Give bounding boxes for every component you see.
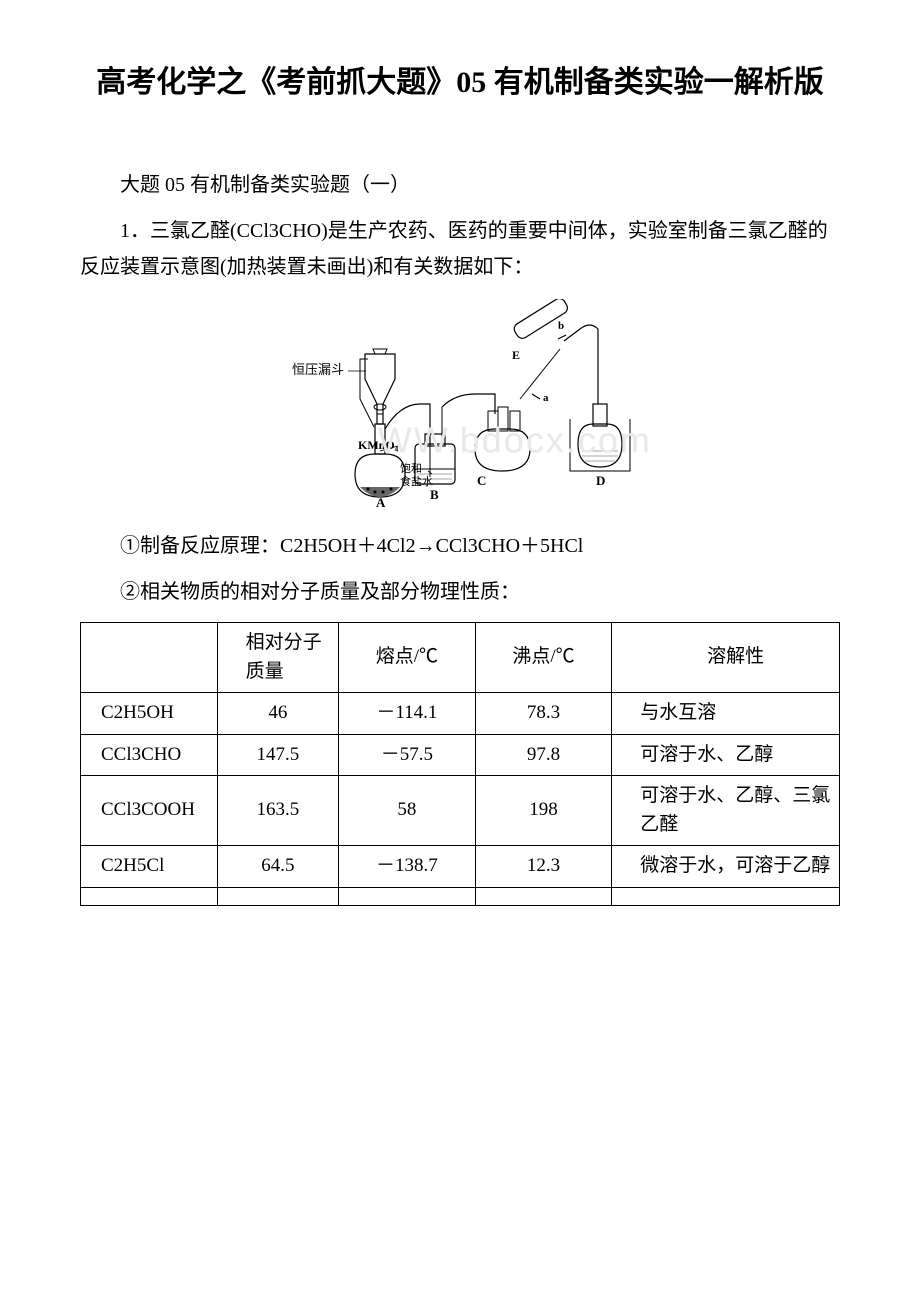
label-kmno4: KMnO₄ (358, 438, 399, 452)
label-b-small: b (558, 320, 564, 332)
cell-sol: 可溶于水、乙醇 (612, 734, 840, 776)
cell-mass: 46 (217, 693, 338, 735)
apparatus-svg: 恒压漏斗 KMnO₄ 饱和 食盐水 A B C D E a b (280, 299, 640, 509)
header-mass: 相对分子质量 (217, 623, 338, 693)
cell-bp: 12.3 (475, 846, 612, 888)
header-bp: 沸点/℃ (475, 623, 612, 693)
header-mp: 熔点/℃ (339, 623, 476, 693)
flask-a (355, 424, 405, 497)
table-row: CCl3COOH 163.5 58 198 可溶于水、乙醇、三氯乙醛 (81, 776, 840, 846)
tube-b-c (442, 394, 495, 414)
label-a-big: A (376, 495, 386, 509)
cell-sol: 可溶于水、乙醇、三氯乙醛 (612, 776, 840, 846)
label-b-big: B (430, 487, 439, 502)
cell-mp: －138.7 (339, 846, 476, 888)
header-empty (81, 623, 218, 693)
cell-bp: 78.3 (475, 693, 612, 735)
table-row: C2H5Cl 64.5 －138.7 12.3 微溶于水，可溶于乙醇 (81, 846, 840, 888)
table-header-row: 相对分子质量 熔点/℃ 沸点/℃ 溶解性 (81, 623, 840, 693)
apparatus-diagram: WW.bdocx.com (80, 299, 840, 514)
dropping-funnel (360, 349, 395, 427)
flask-d (570, 404, 630, 471)
cell-name: C2H5OH (81, 693, 218, 735)
cell-mass: 64.5 (217, 846, 338, 888)
label-c: C (477, 473, 486, 488)
flask-c (475, 407, 530, 471)
cell-mass: 147.5 (217, 734, 338, 776)
cell-mass: 163.5 (217, 776, 338, 846)
table-row: C2H5OH 46 －114.1 78.3 与水互溶 (81, 693, 840, 735)
label-saline-1: 饱和 (400, 461, 422, 475)
label-d: D (596, 473, 605, 488)
label-a-small: a (543, 392, 549, 404)
table-row: CCl3CHO 147.5 －57.5 97.8 可溶于水、乙醇 (81, 734, 840, 776)
table-empty-row (81, 887, 840, 905)
cell-name: C2H5Cl (81, 846, 218, 888)
properties-intro: ②相关物质的相对分子质量及部分物理性质： (80, 574, 840, 610)
cell-mp: －57.5 (339, 734, 476, 776)
cell-mp: －114.1 (339, 693, 476, 735)
cell-bp: 198 (475, 776, 612, 846)
cell-mp: 58 (339, 776, 476, 846)
header-sol: 溶解性 (612, 623, 840, 693)
cell-name: CCl3CHO (81, 734, 218, 776)
section-header: 大题 05 有机制备类实验题（一） (80, 165, 840, 205)
page-title: 高考化学之《考前抓大题》05 有机制备类实验一解析版 (80, 60, 840, 105)
condenser-e (512, 299, 598, 404)
properties-table: 相对分子质量 熔点/℃ 沸点/℃ 溶解性 C2H5OH 46 －114.1 78… (80, 622, 840, 906)
label-funnel: 恒压漏斗 (292, 362, 344, 377)
problem-statement: 1．三氯乙醛(CCl3CHO)是生产农药、医药的重要中间体，实验室制备三氯乙醛的… (80, 213, 840, 285)
label-saline-2: 食盐水 (400, 474, 433, 488)
cell-name: CCl3COOH (81, 776, 218, 846)
reaction-principle: ①制备反应原理：C2H5OH＋4Cl2→CCl3CHO＋5HCl (80, 528, 840, 564)
cell-sol: 微溶于水，可溶于乙醇 (612, 846, 840, 888)
cell-bp: 97.8 (475, 734, 612, 776)
label-e: E (512, 348, 520, 362)
cell-sol: 与水互溶 (612, 693, 840, 735)
